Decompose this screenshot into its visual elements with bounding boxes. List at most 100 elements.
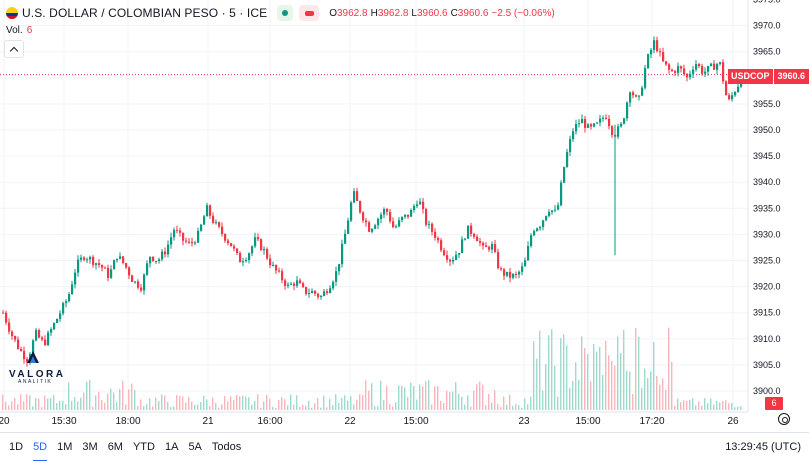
candle-body [143, 274, 146, 291]
range-button-5d[interactable]: 5D [28, 433, 52, 461]
y-tick-label: 3955.0 [753, 99, 781, 109]
volume-bar [446, 390, 448, 410]
volume-bar [653, 341, 655, 410]
volume-bar [644, 368, 646, 410]
collapse-legend-button[interactable] [4, 40, 24, 58]
range-button-1a[interactable]: 1A [164, 440, 179, 453]
volume-bar [527, 404, 529, 410]
volume-bar [395, 402, 397, 410]
candle-body [5, 312, 8, 323]
candle-body [428, 223, 431, 225]
candle-body [440, 240, 443, 251]
candle-body [86, 259, 89, 261]
volume-bar [233, 399, 235, 410]
price-tag-value: 3960.6 [773, 69, 809, 84]
volume-bar [599, 346, 601, 410]
volume-bar [398, 385, 400, 410]
candle-body [338, 264, 341, 272]
volume-bar [566, 345, 568, 410]
candle-body [560, 182, 563, 206]
candle-body [56, 318, 59, 323]
volume-bar [440, 400, 442, 410]
candle-body [695, 64, 698, 70]
candle-body [185, 240, 188, 242]
volume-bar [110, 388, 112, 410]
candle-body [698, 64, 701, 67]
range-button-1m[interactable]: 1M [57, 440, 73, 453]
volume-bar [326, 407, 328, 410]
candle-body [665, 61, 668, 65]
volume-bar [92, 406, 94, 410]
candle-body [311, 290, 314, 294]
volume-bar [371, 383, 373, 410]
volume-bar [200, 402, 202, 410]
volume-bar [419, 384, 421, 410]
volume-bar [284, 399, 286, 410]
range-button-5a[interactable]: 5A [188, 440, 202, 453]
candle-body [524, 260, 527, 267]
volume-bar [296, 395, 298, 410]
volume-bar [5, 401, 7, 410]
volume-bar [140, 399, 142, 410]
candle-body [41, 337, 44, 340]
x-tick-label: 15:00 [403, 416, 428, 427]
candle-body [320, 295, 323, 297]
candle-body [641, 87, 644, 96]
volume-bar [662, 378, 664, 410]
volume-bar [161, 394, 163, 410]
y-tick-label: 3905.0 [753, 360, 781, 370]
market-open-status-icon[interactable] [277, 5, 294, 21]
volume-bar [335, 394, 337, 410]
delayed-data-icon[interactable] [299, 5, 320, 21]
candle-body [650, 49, 653, 55]
candle-body [191, 241, 194, 244]
range-button-todos[interactable]: Todos [211, 440, 242, 453]
candle-body [272, 264, 275, 266]
candle-body [344, 233, 347, 244]
volume-bar [239, 396, 241, 410]
volume-bar [215, 403, 217, 410]
volume-bar [323, 395, 325, 410]
volume-bar [650, 371, 652, 410]
candle-body [368, 222, 371, 232]
candle-body [491, 244, 494, 250]
volume-bar [605, 340, 607, 410]
candle-body [80, 257, 83, 260]
x-tick-label: 26 [727, 416, 739, 427]
candle-body [713, 63, 716, 70]
volume-bar [29, 395, 31, 410]
chart-area[interactable]: 3900.0 3905.0 3910.0 3915.0 3920.0 3925.0 3930… [0, 0, 809, 432]
candle-body [236, 248, 239, 254]
volume-bar [260, 407, 262, 410]
volume-bar [341, 397, 343, 410]
candle-body [239, 253, 242, 263]
utc-clock[interactable]: 13:29:45 (UTC) [725, 441, 801, 453]
volume-bar [668, 327, 670, 410]
symbol-title[interactable]: U.S. DOLLAR / COLOMBIAN PESO · 5 · ICE [22, 6, 268, 20]
candle-body [470, 225, 473, 234]
range-button-6m[interactable]: 6M [107, 440, 123, 453]
range-button-3m[interactable]: 3M [82, 440, 98, 453]
volume-bar [641, 387, 643, 410]
candle-body [443, 250, 446, 256]
candle-body [188, 241, 191, 243]
candle-body [644, 68, 647, 88]
candle-body [164, 251, 167, 255]
candle-body [254, 237, 257, 247]
candle-body [113, 260, 116, 270]
candle-body [500, 268, 503, 270]
range-button-1d[interactable]: 1D [9, 440, 24, 453]
candle-body [608, 118, 611, 127]
candle-body [362, 212, 365, 221]
gear-icon[interactable] [778, 413, 790, 425]
price-chart[interactable]: 3900.0 3905.0 3910.0 3915.0 3920.0 3925.0 3930… [0, 0, 809, 432]
candle-body [647, 54, 650, 69]
volume-bar [665, 390, 667, 410]
volume-bar [590, 381, 592, 410]
candle-body [161, 251, 164, 260]
candle-body [266, 249, 269, 259]
volume-bar [584, 348, 586, 410]
volume-bar [176, 395, 178, 410]
range-button-ytd[interactable]: YTD [132, 440, 155, 453]
volume-bar [569, 387, 571, 410]
